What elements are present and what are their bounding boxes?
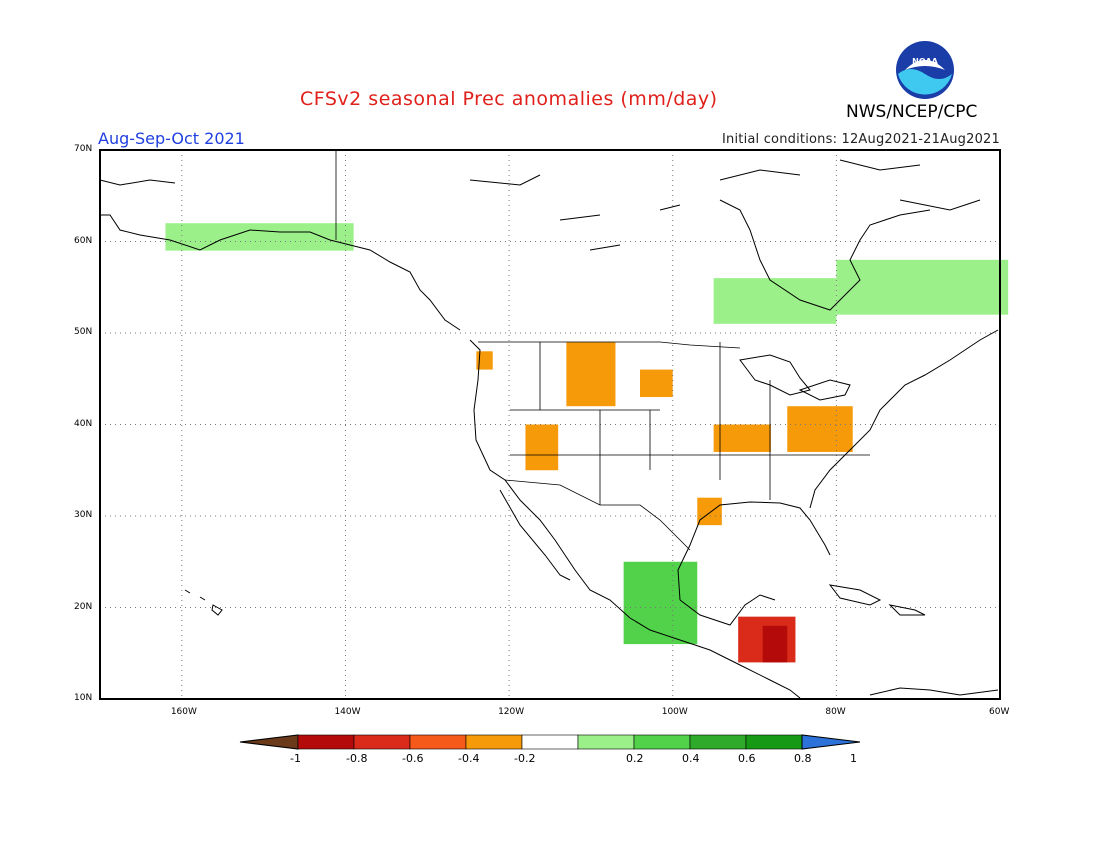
colorbar-label: 0.2 bbox=[626, 752, 644, 765]
lat-label: 60N bbox=[74, 235, 93, 246]
colorbar-segment bbox=[521, 734, 579, 750]
lat-label: 40N bbox=[74, 418, 93, 429]
anomaly-cell-4 bbox=[713, 424, 771, 452]
colorbar-segment bbox=[409, 734, 467, 750]
anomaly-cell-8 bbox=[762, 625, 788, 663]
anomaly-cell-0 bbox=[476, 351, 493, 370]
colorbar-segment bbox=[745, 734, 803, 750]
colorbar-label: 1 bbox=[850, 752, 857, 765]
lon-label: 140W bbox=[334, 707, 361, 717]
anomaly-cell-12 bbox=[623, 561, 698, 645]
colorbar-label: -1 bbox=[290, 752, 301, 765]
colorbar-segment bbox=[689, 734, 747, 750]
lat-label: 20N bbox=[74, 601, 93, 612]
anomaly-cell-11 bbox=[836, 259, 1009, 315]
colorbar-segment bbox=[465, 734, 523, 750]
forecast-period: Aug-Sep-Oct 2021 bbox=[98, 129, 245, 148]
colorbar-arrow-right bbox=[801, 734, 861, 750]
lat-label: 50N bbox=[74, 327, 93, 337]
colorbar-label: -0.8 bbox=[346, 752, 368, 765]
anomaly-cell-2 bbox=[640, 369, 673, 398]
colorbar-arrow-left bbox=[239, 734, 299, 750]
anomaly-cell-1 bbox=[566, 342, 616, 407]
coastlines bbox=[99, 159, 999, 699]
colorbar-label: 0.4 bbox=[682, 752, 700, 765]
noaa-logo: NOAA bbox=[896, 41, 954, 99]
colorbar-label: -0.6 bbox=[402, 752, 424, 765]
anomaly-cell-6 bbox=[697, 497, 722, 526]
colorbar-label: -0.2 bbox=[514, 752, 536, 765]
colorbar-segment bbox=[633, 734, 691, 750]
lon-label: 80W bbox=[825, 707, 846, 717]
lon-label: 60W bbox=[989, 707, 1010, 717]
colorbar-label: 0.6 bbox=[738, 752, 756, 765]
colorbar-segment bbox=[353, 734, 411, 750]
anomaly-cell-9 bbox=[165, 223, 354, 251]
borders bbox=[335, 150, 870, 551]
lat-label: 30N bbox=[74, 510, 93, 520]
colorbar-segment bbox=[577, 734, 635, 750]
lon-label: 100W bbox=[661, 707, 688, 717]
anomaly-cell-5 bbox=[787, 406, 853, 452]
colorbar-segment bbox=[297, 734, 355, 750]
anomaly-cell-10 bbox=[713, 278, 837, 324]
anomaly-cell-3 bbox=[525, 424, 559, 471]
colorbar bbox=[239, 734, 861, 750]
anomaly-cells bbox=[165, 223, 1009, 663]
map-frame bbox=[99, 149, 1001, 700]
colorbar-label: 0.8 bbox=[794, 752, 812, 765]
lat-label: 10N bbox=[74, 693, 93, 703]
logo-text: NOAA bbox=[912, 57, 938, 66]
agency-label: NWS/NCEP/CPC bbox=[846, 102, 978, 122]
lon-label: 160W bbox=[170, 707, 197, 717]
colorbar-label: -0.4 bbox=[458, 752, 480, 765]
lat-label: 70N bbox=[74, 144, 93, 154]
map-title: CFSv2 seasonal Prec anomalies (mm/day) bbox=[300, 88, 718, 110]
lon-label: 120W bbox=[498, 707, 525, 717]
initial-conditions: Initial conditions: 12Aug2021-21Aug2021 bbox=[721, 132, 1000, 147]
